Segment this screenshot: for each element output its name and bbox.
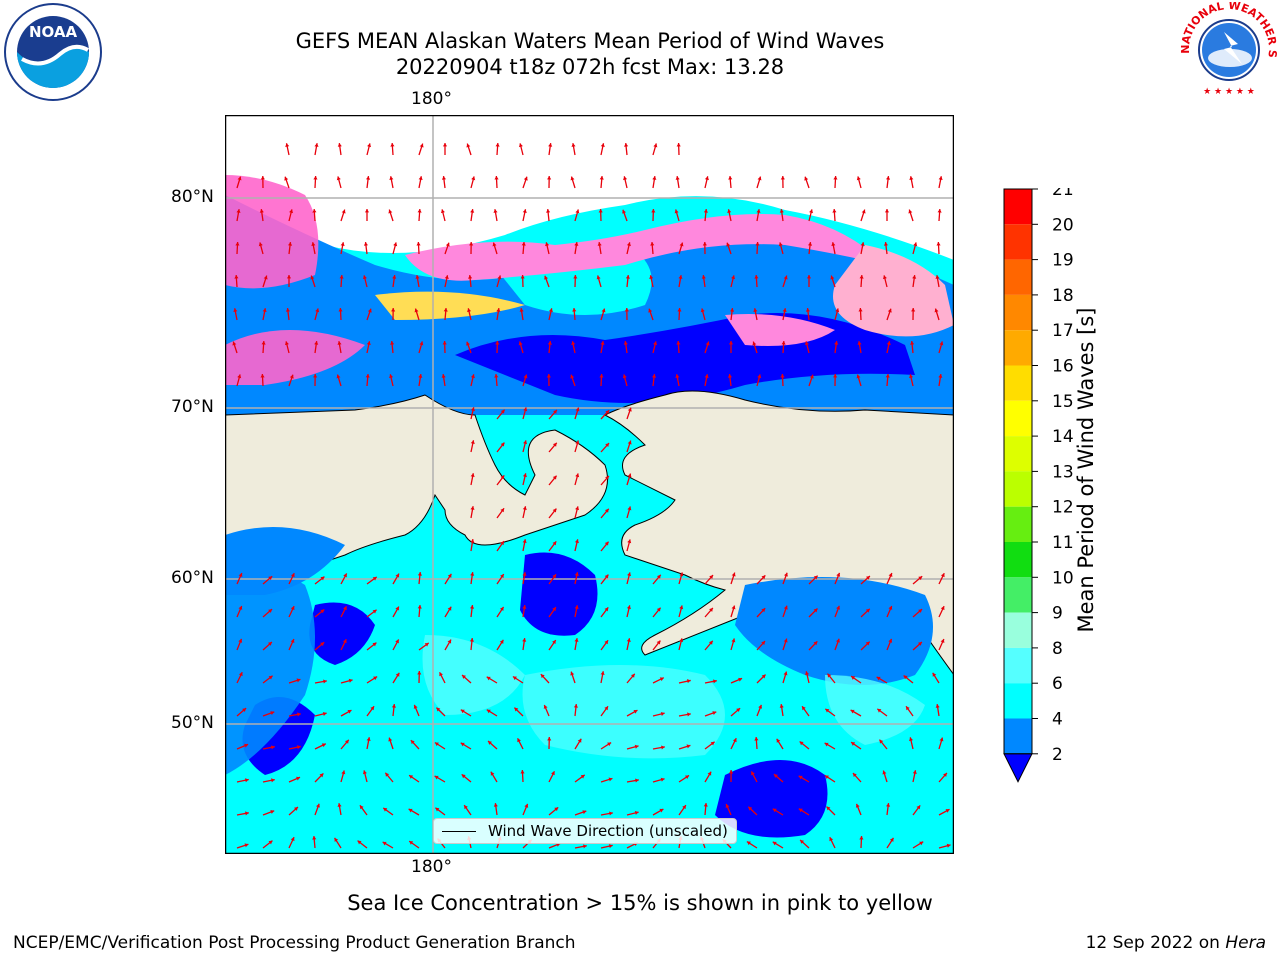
colorbar-tick-label: 16 bbox=[1052, 357, 1074, 377]
chart-title: GEFS MEAN Alaskan Waters Mean Period of … bbox=[295, 29, 885, 53]
colorbar-tick-label: 8 bbox=[1052, 639, 1063, 659]
noaa-logo-icon: NOAA bbox=[4, 3, 102, 101]
colorbar-tick-label: 17 bbox=[1052, 321, 1074, 341]
colorbar-bin bbox=[1004, 647, 1032, 684]
colorbar-bin bbox=[1004, 471, 1032, 507]
colorbar-tick-label: 6 bbox=[1052, 674, 1063, 694]
colorbar-bin bbox=[1004, 294, 1032, 331]
wind-direction-arrows bbox=[232, 142, 951, 849]
colorbar-tick-label: 9 bbox=[1052, 604, 1063, 624]
map-legend: Wind Wave Direction (unscaled) bbox=[433, 818, 737, 844]
colorbar-bin bbox=[1004, 436, 1032, 472]
colorbar-tick-label: 14 bbox=[1052, 427, 1074, 447]
colorbar: 21 20 19 18 17 16 15 14 13 12 11 10 9 8 6 4 2 bbox=[1003, 188, 1074, 783]
lon-label-top: 180° bbox=[411, 89, 452, 109]
colorbar-tick-label: 10 bbox=[1052, 568, 1074, 588]
colorbar-tick-label: 2 bbox=[1052, 745, 1063, 765]
sea-ice-note: Sea Ice Concentration > 15% is shown in … bbox=[347, 891, 933, 915]
colorbar-bin bbox=[1004, 259, 1032, 295]
lon-label-bottom: 180° bbox=[411, 857, 452, 877]
colorbar-tick-label: 21 bbox=[1052, 188, 1074, 200]
lat-label-60: 60°N bbox=[171, 568, 214, 588]
colorbar-tick-label: 13 bbox=[1052, 462, 1074, 482]
colorbar-tick-label: 20 bbox=[1052, 215, 1074, 235]
colorbar-bin bbox=[1004, 506, 1032, 542]
colorbar-bin bbox=[1004, 612, 1032, 648]
siberia-land bbox=[225, 394, 608, 581]
lat-label-70: 70°N bbox=[171, 397, 214, 417]
colorbar-bin bbox=[1004, 542, 1032, 578]
colorbar-tick-label: 4 bbox=[1052, 710, 1063, 730]
colorbar-tick-label: 19 bbox=[1052, 251, 1074, 271]
colorbar-tick-label: 15 bbox=[1052, 392, 1074, 412]
legend-line-icon bbox=[442, 830, 476, 832]
no-data-area bbox=[225, 115, 954, 260]
colorbar-tick-label: 12 bbox=[1052, 498, 1074, 518]
colorbar-bin bbox=[1004, 189, 1032, 225]
colorbar-bin bbox=[1004, 718, 1032, 754]
colorbar-bin bbox=[1004, 577, 1032, 613]
colorbar-bin bbox=[1004, 683, 1032, 719]
noaa-logo-text: NOAA bbox=[29, 23, 78, 41]
colorbar-bin bbox=[1004, 400, 1032, 437]
colorbar-tick-label: 18 bbox=[1052, 286, 1074, 306]
legend-label: Wind Wave Direction (unscaled) bbox=[488, 822, 728, 840]
colorbar-under-arrow bbox=[1003, 753, 1033, 783]
lat-label-80: 80°N bbox=[171, 187, 214, 207]
footer-date: 12 Sep 2022 on Hera bbox=[1086, 933, 1266, 953]
colorbar-bin bbox=[1004, 365, 1032, 401]
footer-host: Hera bbox=[1225, 933, 1266, 953]
chart-subtitle: 20220904 t18z 072h fcst Max: 13.28 bbox=[395, 55, 785, 79]
colorbar-tick-label: 11 bbox=[1052, 533, 1074, 553]
footer-date-text: 12 Sep 2022 on bbox=[1085, 933, 1226, 953]
lat-label-50: 50°N bbox=[171, 713, 214, 733]
graticule bbox=[225, 115, 954, 854]
colorbar-bin bbox=[1004, 224, 1032, 260]
colorbar-label: Mean Period of Wind Waves [s] bbox=[1074, 307, 1098, 633]
footer-credit: NCEP/EMC/Verification Post Processing Pr… bbox=[13, 933, 576, 953]
map-panel bbox=[225, 115, 954, 854]
colorbar-bin bbox=[1004, 330, 1032, 366]
svg-text:★ ★ ★ ★ ★: ★ ★ ★ ★ ★ bbox=[1203, 87, 1255, 97]
nws-logo-icon: NATIONAL WEATHER SERVICE ★ ★ ★ ★ ★ bbox=[1180, 2, 1278, 97]
